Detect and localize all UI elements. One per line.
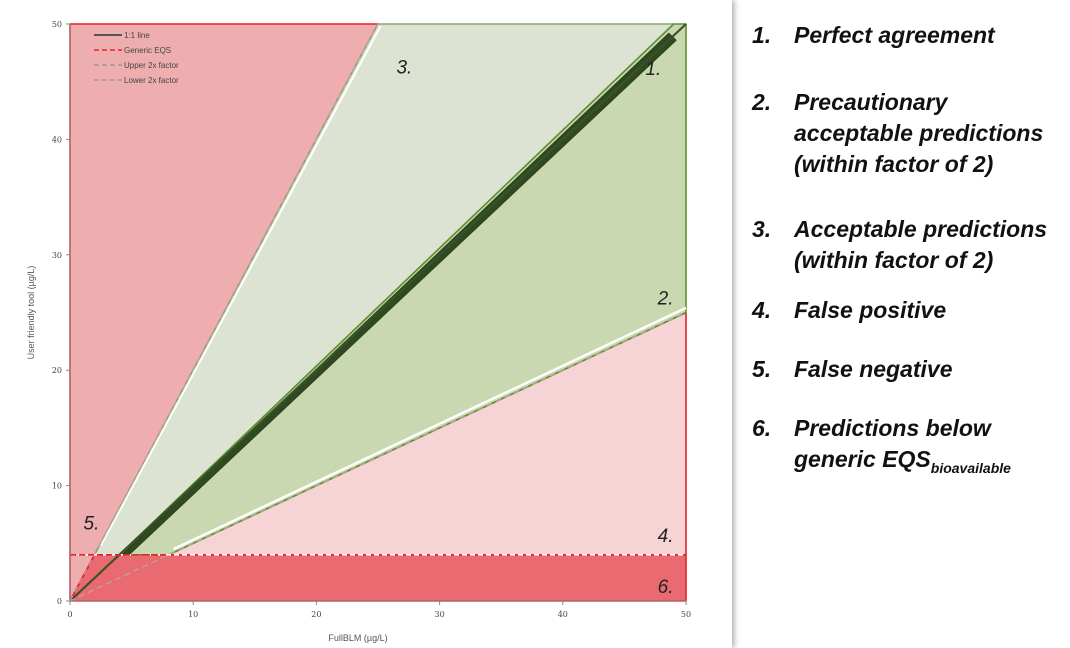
key-number: 5. — [752, 356, 772, 382]
y-tick-label: 10 — [52, 482, 62, 491]
y-tick-label: 30 — [52, 251, 62, 260]
region-6 — [69, 553, 687, 602]
key-number: 2. — [752, 89, 772, 115]
key-number: 3. — [752, 216, 772, 242]
region-label-4: 4. — [658, 526, 674, 547]
key-text: False negative — [794, 356, 953, 382]
series-line — [69, 23, 687, 602]
key-text: False positive — [794, 297, 947, 323]
key-subscript: bioavailable — [930, 460, 1011, 476]
x-axis-label: FullBLM (µg/L) — [328, 633, 387, 643]
region-label-5: 5. — [84, 513, 100, 534]
y-axis-label: User friendly tool (µg/L) — [26, 266, 36, 360]
plot-panel: 0 10 20 30 40 50 0 10 20 30 40 50 FullBLM (µg/L) User… — [26, 20, 692, 643]
chart: 0 10 20 30 40 50 0 10 20 30 40 50 FullBLM (µg/L) User… — [26, 20, 691, 643]
separator-lower — [172, 306, 687, 551]
key-text: Perfect agreement — [794, 22, 995, 48]
separator-upper — [99, 25, 382, 547]
key-text: Predictions below generic EQSbioavailabl… — [794, 413, 1070, 484]
x-tick-label: 50 — [681, 610, 691, 619]
lines-layer — [69, 23, 687, 602]
legend: 1:1 line Generic EQS Upper 2x factor Lower … — [94, 31, 179, 85]
legend-label: 1:1 line — [124, 31, 150, 40]
key-number: 6. — [752, 415, 772, 441]
region-label-2: 2. — [657, 288, 674, 309]
series-line — [69, 312, 687, 602]
y-tick-label: 40 — [52, 135, 62, 144]
axes-layer: 0 10 20 30 40 50 0 10 20 30 40 50 FullBLM (µg/L) User… — [26, 20, 691, 643]
key-text: Acceptable predictions (within factor of… — [794, 216, 1048, 273]
legend-label: Lower 2x factor — [124, 76, 179, 85]
x-tick-label: 0 — [67, 610, 72, 619]
key-text-main: Predictions below generic EQS — [794, 415, 991, 472]
legend-label: Generic EQS — [124, 46, 171, 55]
x-tick-label: 10 — [188, 610, 198, 619]
y-tick-label: 0 — [57, 597, 62, 606]
key-number: 1. — [752, 22, 772, 48]
series-line — [69, 23, 379, 602]
x-tick-label: 30 — [435, 610, 445, 619]
region-label-3: 3. — [396, 58, 412, 79]
y-tick-label: 50 — [52, 20, 62, 29]
x-tick-label: 40 — [558, 610, 568, 619]
region-labels-layer: 1. 2. 3. 4. 5. 6. — [84, 58, 674, 598]
key-number: 4. — [752, 297, 772, 323]
y-tick-label: 20 — [52, 366, 62, 375]
region-label-1: 1. — [645, 59, 661, 80]
region-label-6: 6. — [658, 577, 674, 598]
legend-label: Upper 2x factor — [124, 61, 179, 70]
x-tick-label: 20 — [311, 610, 321, 619]
key-text: Precautionary acceptable predictions (wi… — [794, 89, 1044, 177]
